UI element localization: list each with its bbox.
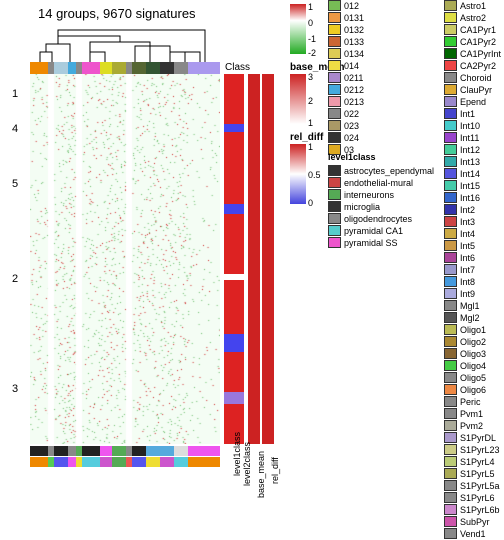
class-label: Class — [225, 62, 250, 73]
legend-item: Oligo3 — [444, 348, 501, 359]
legend-item: Int6 — [444, 252, 501, 263]
scale-rel-diff: 10.50 — [290, 144, 306, 204]
rel-diff-column — [262, 74, 274, 444]
legend-item: S1PyrL4 — [444, 456, 501, 467]
legend-item: Int8 — [444, 276, 501, 287]
legend-title: level1class — [328, 152, 376, 162]
legend-item: 022 — [328, 108, 364, 119]
legend-item: Oligo1 — [444, 324, 501, 335]
legend-item: S1PyrL6 — [444, 492, 501, 503]
legend-item: Int3 — [444, 216, 501, 227]
legend-codes: 0120131013201330134014021102120213022023… — [328, 0, 364, 156]
legend-item: Oligo6 — [444, 384, 501, 395]
legend-level1: astrocytes_ependymalendothelial-muralint… — [328, 165, 434, 249]
legend-item: S1PyrL5 — [444, 468, 501, 479]
legend-level2: Astro1Astro2CA1Pyr1CA1Pyr2CA1PyrIntCA2Py… — [444, 0, 501, 540]
legend-item: Oligo4 — [444, 360, 501, 371]
legend-item: S1PyrL23 — [444, 444, 501, 455]
legend-item: Pvm1 — [444, 408, 501, 419]
legend-item: Epend — [444, 96, 501, 107]
legend-item: oligodendrocytes — [328, 213, 434, 224]
bottom-bar-level2 — [30, 457, 220, 467]
legend-item: 0133 — [328, 36, 364, 47]
legend-item: 023 — [328, 120, 364, 131]
legend-item: Int12 — [444, 144, 501, 155]
legend-item: 012 — [328, 0, 364, 11]
bottom-bar-level1 — [30, 446, 220, 456]
legend-item: Peric — [444, 396, 501, 407]
legend-item: SubPyr — [444, 516, 501, 527]
row-group-label: 5 — [12, 178, 18, 190]
legend-item: Int2 — [444, 204, 501, 215]
row-group-label: 3 — [12, 383, 18, 395]
legend-item: interneurons — [328, 189, 434, 200]
legend-item: astrocytes_ependymal — [328, 165, 434, 176]
legend-item: Int4 — [444, 228, 501, 239]
legend-item: Int13 — [444, 156, 501, 167]
bottom-label: rel_diff — [270, 457, 280, 484]
legend-item: 0211 — [328, 72, 364, 83]
legend-item: Choroid — [444, 72, 501, 83]
legend-item: S1PyrL5a — [444, 480, 501, 491]
legend-item: Astro2 — [444, 12, 501, 23]
bottom-label: level1class — [232, 432, 242, 476]
legend-item: Oligo2 — [444, 336, 501, 347]
legend-item: Int15 — [444, 180, 501, 191]
legend-item: ClauPyr — [444, 84, 501, 95]
legend-item: Vend1 — [444, 528, 501, 539]
class-column — [224, 74, 244, 444]
legend-item: Int5 — [444, 240, 501, 251]
legend-item: Int9 — [444, 288, 501, 299]
row-group-label: 1 — [12, 88, 18, 100]
legend-item: CA1PyrInt — [444, 48, 501, 59]
legend-item: CA2Pyr2 — [444, 60, 501, 71]
legend-item: Oligo5 — [444, 372, 501, 383]
legend-item: 024 — [328, 132, 364, 143]
legend-item: Mgl2 — [444, 312, 501, 323]
legend-item: Int16 — [444, 192, 501, 203]
legend-item: pyramidal SS — [328, 237, 434, 248]
row-group-label: 2 — [12, 273, 18, 285]
legend-item: 0213 — [328, 96, 364, 107]
legend-item: 0132 — [328, 24, 364, 35]
legend-item: S1PyrL6b — [444, 504, 501, 515]
heatmap-body — [30, 74, 220, 444]
legend-item: 014 — [328, 60, 364, 71]
legend-item: 0134 — [328, 48, 364, 59]
legend-item: endothelial-mural — [328, 177, 434, 188]
base-mean-column — [248, 74, 260, 444]
legend-item: Astro1 — [444, 0, 501, 11]
legend-item: CA1Pyr2 — [444, 36, 501, 47]
legend-item: Int10 — [444, 120, 501, 131]
legend-item: 0212 — [328, 84, 364, 95]
column-group-bar — [30, 62, 220, 74]
legend-item: Int14 — [444, 168, 501, 179]
legend-item: 0131 — [328, 12, 364, 23]
row-group-label: 4 — [12, 123, 18, 135]
chart-title: 14 groups, 9670 signatures — [38, 6, 196, 21]
legend-item: Pvm2 — [444, 420, 501, 431]
scale-main: 10-1-2 — [290, 4, 306, 54]
legend-item: microglia — [328, 201, 434, 212]
legend-item: S1PyrDL — [444, 432, 501, 443]
legend-item: Int1 — [444, 108, 501, 119]
dendrogram — [30, 24, 220, 62]
legend-item: Mgl1 — [444, 300, 501, 311]
bottom-label: base_mean — [256, 451, 266, 498]
scale-base-mean: 321 — [290, 74, 306, 124]
bottom-label: level2class — [242, 442, 252, 486]
legend-item: pyramidal CA1 — [328, 225, 434, 236]
scale-label: rel_diff — [290, 132, 323, 143]
legend-item: CA1Pyr1 — [444, 24, 501, 35]
legend-item: Int7 — [444, 264, 501, 275]
legend-item: Int11 — [444, 132, 501, 143]
